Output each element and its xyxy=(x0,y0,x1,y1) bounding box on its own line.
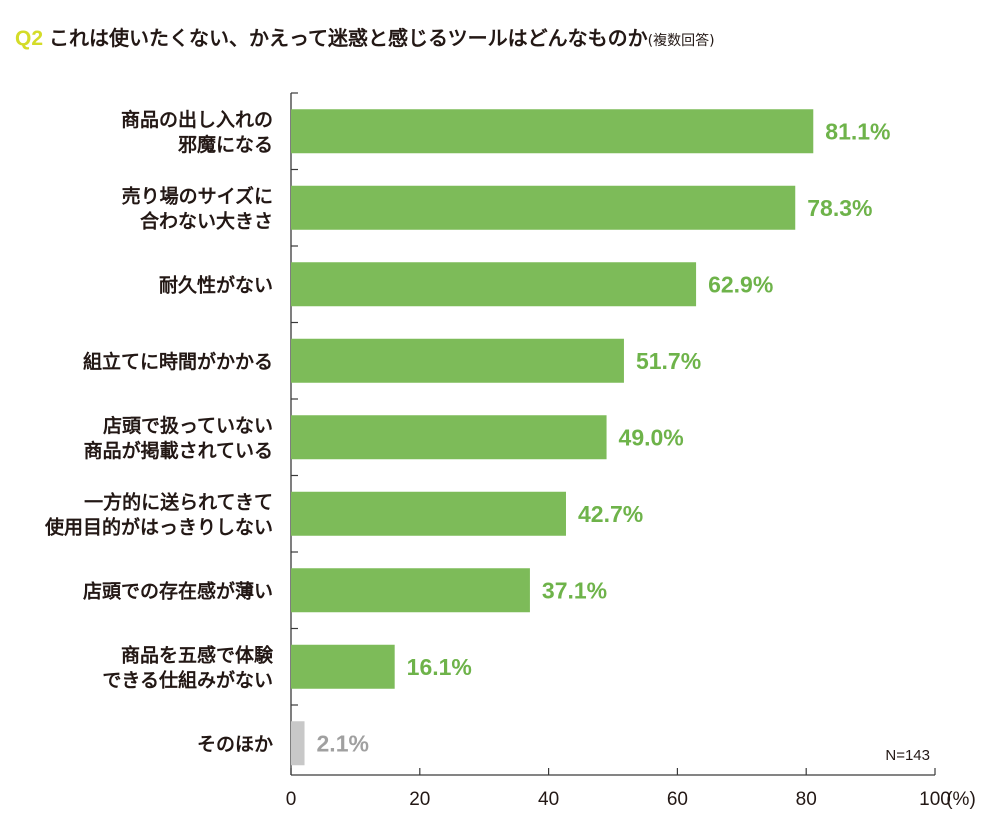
bar xyxy=(291,568,530,613)
sample-size-note: N=143 xyxy=(885,747,930,764)
category-label: 使用目的がはっきりしない xyxy=(44,515,273,538)
bar xyxy=(291,491,566,536)
bar xyxy=(291,721,305,766)
value-label: 42.7% xyxy=(578,501,643,527)
bar xyxy=(291,185,796,230)
x-tick-label: 80 xyxy=(796,789,817,810)
answer-type-note: (複数回答) xyxy=(647,33,715,49)
x-tick-label: 60 xyxy=(667,789,688,810)
category-label: 邪魔になる xyxy=(177,133,273,156)
bar xyxy=(291,109,814,154)
value-label: 62.9% xyxy=(708,271,773,297)
category-label: 商品の出し入れの xyxy=(121,108,273,131)
value-label: 78.3% xyxy=(807,195,872,221)
bar xyxy=(291,415,607,460)
value-label: 49.0% xyxy=(619,424,684,450)
question-header: Q2 これは使いたくない、かえって迷惑と感じるツールはどんなものか(複数回答) xyxy=(15,22,715,51)
x-unit-label: (%) xyxy=(946,789,976,810)
x-tick-label: 40 xyxy=(538,789,559,810)
value-label: 37.1% xyxy=(542,577,607,603)
value-label: 81.1% xyxy=(825,118,890,144)
category-label: 組立てに時間がかかる xyxy=(83,350,273,373)
x-tick-label: 20 xyxy=(409,789,430,810)
value-label: 51.7% xyxy=(636,348,701,374)
bar xyxy=(291,262,697,307)
category-label: 店頭で扱っていない xyxy=(103,414,273,437)
bar xyxy=(291,644,395,689)
chart-bars xyxy=(291,109,814,766)
category-label: できる仕組みがない xyxy=(102,668,273,691)
category-label: 売り場のサイズに xyxy=(122,184,273,207)
category-label: 合わない大きさ xyxy=(140,209,273,232)
category-label: そのほか xyxy=(197,733,273,755)
question-number: Q2 xyxy=(15,27,44,50)
x-tick-label: 100 xyxy=(919,789,951,810)
category-label: 店頭での存在感が薄い xyxy=(83,579,273,602)
category-label: 商品が掲載されている xyxy=(84,439,273,462)
category-label: 商品を五感で体験 xyxy=(121,643,274,666)
value-label: 2.1% xyxy=(317,730,369,756)
value-label: 16.1% xyxy=(407,654,472,680)
category-label: 一方的に送られてきて xyxy=(84,490,273,513)
question-title: これは使いたくない、かえって迷惑と感じるツールはどんなものか xyxy=(49,26,648,50)
bar xyxy=(291,338,624,383)
category-label: 耐久性がない xyxy=(159,273,273,296)
x-tick-label: 0 xyxy=(286,789,297,810)
